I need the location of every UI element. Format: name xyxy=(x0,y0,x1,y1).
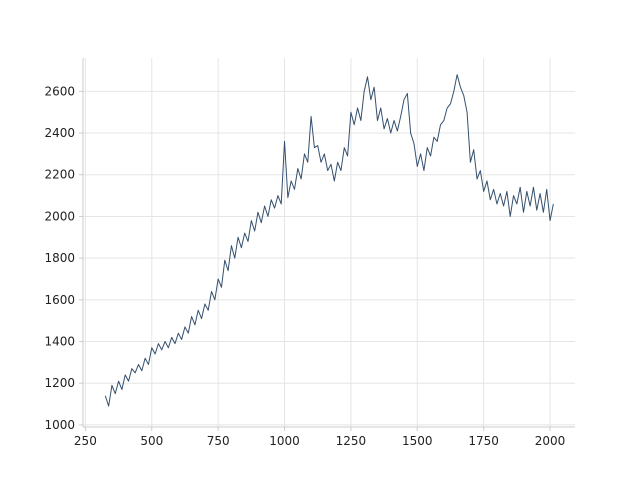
x-tick-label: 2000 xyxy=(535,434,566,448)
y-tick-label: 2600 xyxy=(44,84,75,98)
y-tick-label: 1000 xyxy=(44,418,75,432)
x-tick-label: 500 xyxy=(140,434,163,448)
grid xyxy=(83,58,575,427)
x-tick-label: 1250 xyxy=(336,434,367,448)
axes: 250 500 750 1000 1250 1500 1750 2000 1000 1200 140… xyxy=(44,58,575,448)
y-tick-label: 1800 xyxy=(44,251,75,265)
y-tick-label: 1200 xyxy=(44,376,75,390)
y-tick-label: 2400 xyxy=(44,126,75,140)
plot xyxy=(104,74,554,407)
y-tick-label: 2000 xyxy=(44,209,75,223)
x-tick-label: 750 xyxy=(207,434,230,448)
x-tick-label: 1500 xyxy=(402,434,433,448)
y-tick-label: 1600 xyxy=(44,293,75,307)
line xyxy=(104,74,554,407)
x-tick-label: 1750 xyxy=(468,434,499,448)
y-tick-label: 1400 xyxy=(44,335,75,349)
y-tick-label: 2200 xyxy=(44,168,75,182)
x-tick-label: 1000 xyxy=(269,434,300,448)
x-tick-label: 250 xyxy=(74,434,97,448)
